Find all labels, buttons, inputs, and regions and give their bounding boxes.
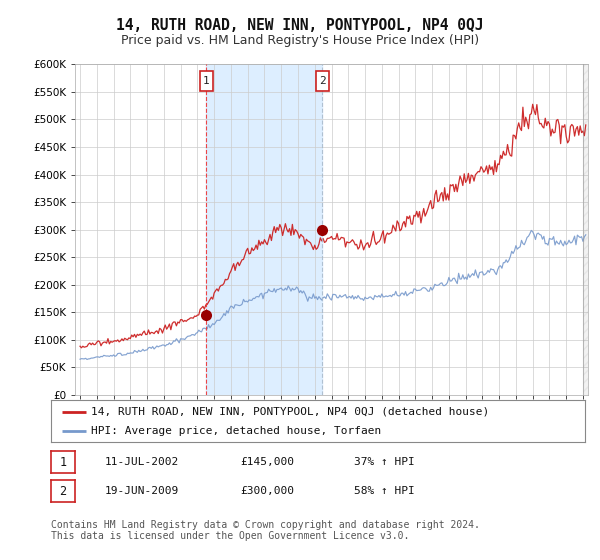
Text: 11-JUL-2002: 11-JUL-2002 bbox=[105, 457, 179, 467]
Text: 14, RUTH ROAD, NEW INN, PONTYPOOL, NP4 0QJ: 14, RUTH ROAD, NEW INN, PONTYPOOL, NP4 0… bbox=[116, 18, 484, 33]
Text: Price paid vs. HM Land Registry's House Price Index (HPI): Price paid vs. HM Land Registry's House … bbox=[121, 34, 479, 46]
FancyBboxPatch shape bbox=[200, 71, 212, 91]
FancyBboxPatch shape bbox=[316, 71, 329, 91]
Text: £145,000: £145,000 bbox=[240, 457, 294, 467]
Text: 58% ↑ HPI: 58% ↑ HPI bbox=[354, 486, 415, 496]
Text: 2: 2 bbox=[59, 484, 67, 498]
Bar bbox=[583, 64, 588, 395]
Text: 2: 2 bbox=[319, 76, 326, 86]
Text: 1: 1 bbox=[59, 455, 67, 469]
Text: HPI: Average price, detached house, Torfaen: HPI: Average price, detached house, Torf… bbox=[91, 426, 382, 436]
Text: 1: 1 bbox=[203, 76, 209, 86]
Text: 19-JUN-2009: 19-JUN-2009 bbox=[105, 486, 179, 496]
Text: 37% ↑ HPI: 37% ↑ HPI bbox=[354, 457, 415, 467]
Text: Contains HM Land Registry data © Crown copyright and database right 2024.
This d: Contains HM Land Registry data © Crown c… bbox=[51, 520, 480, 542]
Text: £300,000: £300,000 bbox=[240, 486, 294, 496]
Text: 14, RUTH ROAD, NEW INN, PONTYPOOL, NP4 0QJ (detached house): 14, RUTH ROAD, NEW INN, PONTYPOOL, NP4 0… bbox=[91, 407, 490, 417]
Bar bbox=[206, 64, 322, 395]
